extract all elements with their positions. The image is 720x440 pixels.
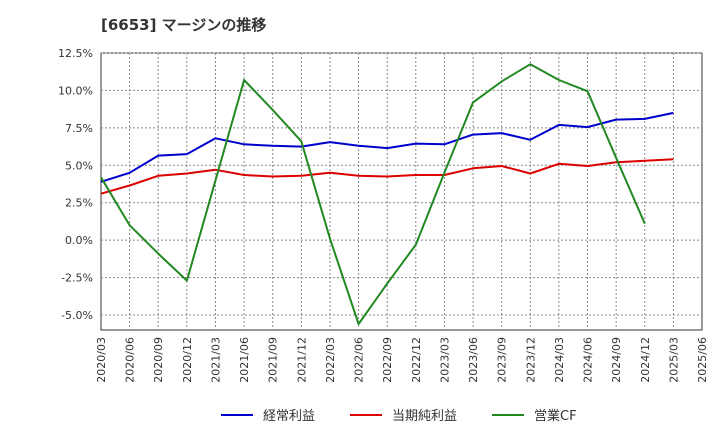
series-line-1: [100, 158, 674, 195]
x-tick-label: 2020/09: [152, 337, 165, 383]
series-line-0: [100, 111, 674, 183]
grid-lines: [101, 52, 702, 330]
x-tick-label: 2024/12: [639, 337, 652, 383]
y-axis-ticks: 12.5% 10.0% 7.5% 5.0% 2.5% 0.0% -2.5% -5.0%: [58, 47, 93, 322]
chart-title: [6653] マージンの推移: [101, 16, 267, 34]
x-tick-label: 2021/09: [267, 337, 280, 383]
plot-frame: [100, 52, 703, 331]
y-tick-label: 5.0%: [65, 159, 93, 172]
legend-label-2: 営業CF: [534, 408, 577, 424]
x-tick-label: 2021/06: [238, 337, 251, 383]
x-tick-label: 2020/12: [181, 337, 194, 383]
plot-area: [100, 52, 703, 331]
series-line-2: [100, 63, 646, 325]
legend-label-1: 当期純利益: [392, 409, 457, 424]
x-tick-label: 2021/12: [295, 337, 308, 383]
x-tick-label: 2022/06: [353, 337, 366, 383]
x-tick-label: 2025/06: [696, 337, 709, 383]
x-tick-label: 2024/06: [582, 337, 595, 383]
legend: 経常利益 当期純利益 営業CF: [221, 408, 577, 424]
x-tick-label: 2022/09: [381, 337, 394, 383]
x-tick-label: 2022/03: [324, 337, 337, 383]
x-axis-ticks: 2020/03 2020/06 2020/09 2020/12 2021/03 2021/…: [95, 337, 709, 383]
x-tick-label: 2021/03: [209, 337, 222, 383]
x-tick-label: 2023/09: [496, 337, 509, 383]
series-lines: [100, 63, 674, 325]
legend-label-0: 経常利益: [263, 409, 315, 424]
y-tick-label: 12.5%: [58, 47, 93, 60]
y-tick-label: -2.5%: [61, 272, 93, 285]
x-tick-label: 2023/12: [524, 337, 537, 383]
x-tick-label: 2022/12: [410, 337, 423, 383]
x-tick-label: 2020/06: [124, 337, 137, 383]
x-tick-label: 2020/03: [95, 337, 108, 383]
x-tick-label: 2025/03: [667, 337, 680, 383]
y-tick-label: 2.5%: [65, 197, 93, 210]
x-tick-label: 2024/09: [610, 337, 623, 383]
x-tick-label: 2023/06: [467, 337, 480, 383]
y-tick-label: 0.0%: [65, 234, 93, 247]
y-tick-label: 7.5%: [65, 122, 93, 135]
x-tick-label: 2024/03: [553, 337, 566, 383]
y-tick-label: 10.0%: [58, 84, 93, 97]
y-tick-label: -5.0%: [61, 309, 93, 322]
x-tick-label: 2023/03: [438, 337, 451, 383]
